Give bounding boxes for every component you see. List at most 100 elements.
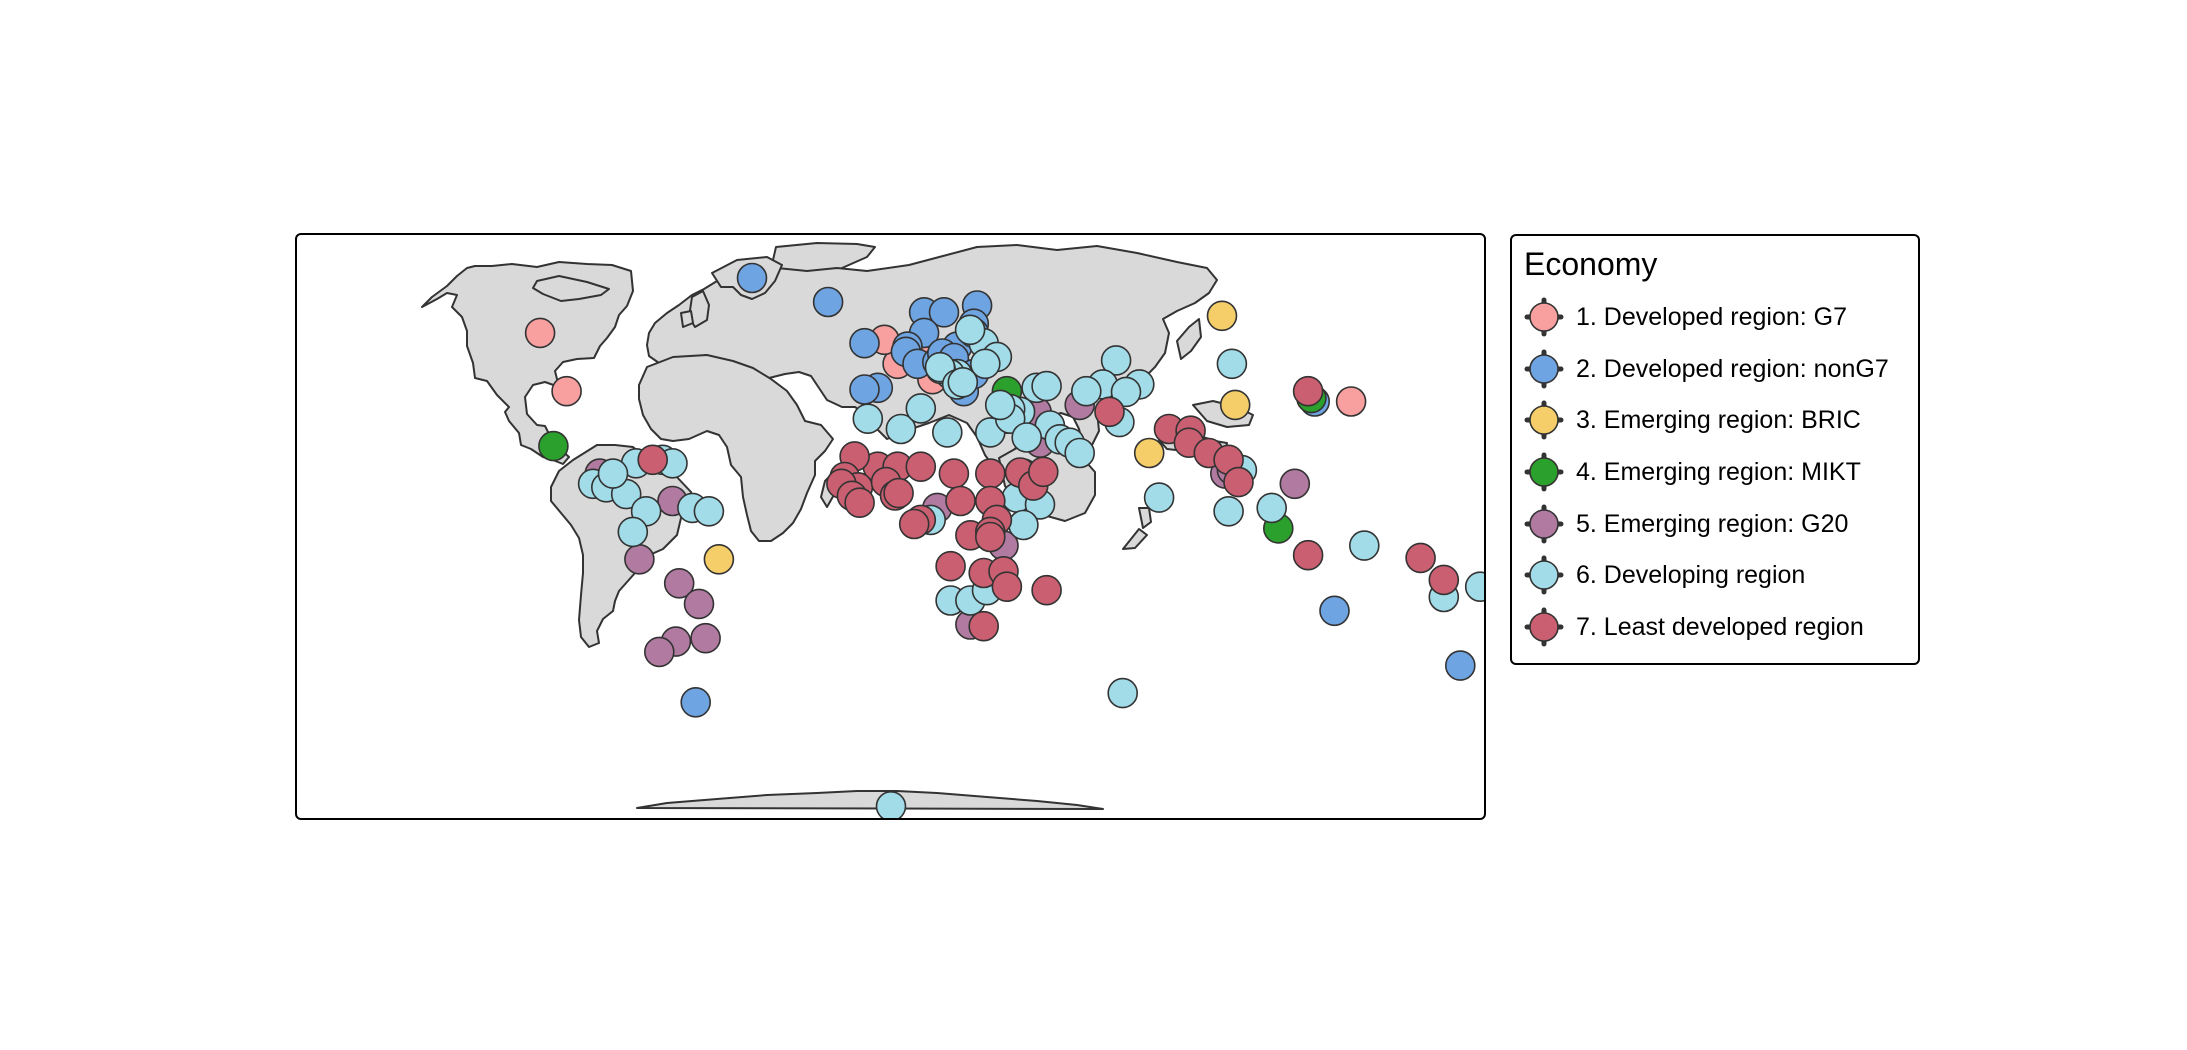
- point-g20: [690, 622, 721, 654]
- point-g20: [683, 588, 715, 620]
- point-developing: [1213, 495, 1244, 527]
- point-least-developed: [1428, 564, 1460, 596]
- point-least-developed: [938, 458, 970, 489]
- legend-key-symbol-developing: [1524, 555, 1564, 595]
- legend-key-g7: [1522, 295, 1566, 339]
- point-developing: [1216, 348, 1248, 380]
- point-nong7: [812, 286, 844, 318]
- point-developing: [1011, 422, 1043, 453]
- legend-item-mikt: 4. Emerging region: MIKT: [1522, 447, 1917, 497]
- point-g20: [643, 636, 675, 668]
- point-least-developed: [844, 487, 875, 519]
- landmass-antarctica: [636, 790, 1104, 810]
- point-least-developed: [945, 485, 976, 517]
- legend: Economy 1. Developed region: G7 2. Devel…: [1510, 234, 1920, 665]
- point-developing: [1256, 492, 1288, 524]
- point-g20: [624, 543, 655, 575]
- legend-label-bric: 3. Emerging region: BRIC: [1576, 405, 1861, 434]
- point-least-developed: [974, 458, 1006, 489]
- point-developing: [1107, 677, 1139, 709]
- point-developing: [1349, 530, 1380, 561]
- point-least-developed: [1292, 375, 1324, 407]
- point-bric: [1219, 389, 1251, 421]
- point-developing: [1064, 437, 1096, 469]
- point-nong7: [736, 262, 768, 294]
- point-bric: [1206, 300, 1238, 332]
- legend-label-g20: 5. Emerging region: G20: [1576, 509, 1849, 538]
- point-developing: [1143, 482, 1175, 513]
- point-nong7: [680, 686, 712, 718]
- legend-key-developing: [1522, 553, 1566, 597]
- point-nong7: [1319, 595, 1350, 627]
- legend-item-g20: 5. Emerging region: G20: [1522, 499, 1917, 549]
- point-bric: [1133, 437, 1165, 469]
- legend-key-symbol-g7: [1524, 297, 1564, 337]
- point-g7: [1335, 386, 1367, 417]
- point-nong7: [849, 374, 880, 405]
- legend-label-g7: 1. Developed region: G7: [1576, 302, 1848, 331]
- point-nong7: [928, 297, 960, 328]
- point-developing: [1070, 375, 1102, 407]
- point-developing: [1031, 370, 1062, 402]
- legend-item-developing: 6. Developing region: [1522, 550, 1917, 600]
- point-developing: [905, 393, 937, 424]
- point-developing: [1100, 345, 1132, 376]
- point-least-developed: [1405, 542, 1436, 574]
- point-nong7: [849, 327, 880, 359]
- point-developing: [875, 791, 907, 818]
- point-developing: [1110, 376, 1142, 408]
- point-developing: [597, 458, 629, 489]
- legend-key-symbol-least-developed: [1524, 607, 1564, 647]
- landmass-japan: [1176, 318, 1202, 360]
- point-developing: [984, 389, 1016, 421]
- legend-key-nong7: [1522, 347, 1566, 391]
- legend-key-symbol-mikt: [1524, 452, 1564, 492]
- point-g20: [1279, 468, 1311, 500]
- landmass-arctic-islands: [532, 275, 610, 302]
- legend-key-g20: [1522, 502, 1566, 546]
- point-developing: [947, 367, 979, 398]
- legend-label-developing: 6. Developing region: [1576, 560, 1806, 589]
- economy-points: [524, 262, 1484, 818]
- point-least-developed: [974, 521, 1006, 553]
- legend-key-least-developed: [1522, 605, 1566, 649]
- point-least-developed: [905, 451, 937, 482]
- point-developing: [969, 348, 1001, 380]
- legend-label-least-developed: 7. Least developed region: [1576, 612, 1864, 641]
- point-least-developed: [1031, 574, 1062, 606]
- map-panel: [295, 233, 1486, 820]
- point-least-developed: [898, 508, 930, 540]
- point-least-developed: [935, 550, 966, 582]
- point-least-developed: [1094, 396, 1125, 428]
- landmass-new-zealand: [1122, 507, 1152, 550]
- point-least-developed: [637, 444, 669, 476]
- point-g7: [524, 317, 556, 349]
- point-developing: [693, 495, 725, 527]
- legend-item-g7: 1. Developed region: G7: [1522, 292, 1917, 342]
- legend-key-symbol-g20: [1524, 504, 1564, 544]
- legend-key-mikt: [1522, 450, 1566, 494]
- point-least-developed: [991, 571, 1023, 603]
- legend-label-mikt: 4. Emerging region: MIKT: [1576, 457, 1861, 486]
- point-nong7: [1445, 650, 1476, 681]
- point-g20: [663, 567, 695, 599]
- point-g7: [551, 375, 582, 407]
- point-mikt: [538, 430, 569, 462]
- point-bric: [703, 543, 735, 575]
- point-developing: [954, 314, 986, 346]
- point-developing: [617, 516, 649, 548]
- point-least-developed: [1292, 539, 1324, 571]
- legend-item-bric: 3. Emerging region: BRIC: [1522, 395, 1917, 445]
- point-developing: [931, 417, 963, 448]
- point-developing: [852, 403, 884, 434]
- legend-item-nong7: 2. Developed region: nonG7: [1522, 344, 1917, 394]
- point-developing: [1464, 571, 1484, 602]
- legend-item-least-developed: 7. Least developed region: [1522, 602, 1917, 652]
- point-least-developed: [1223, 466, 1254, 498]
- landmass-ireland: [680, 310, 694, 328]
- point-least-developed: [1027, 456, 1059, 488]
- point-developing: [885, 413, 917, 445]
- world-map: [421, 242, 1484, 818]
- point-least-developed: [883, 477, 914, 509]
- legend-title: Economy: [1524, 246, 1658, 282]
